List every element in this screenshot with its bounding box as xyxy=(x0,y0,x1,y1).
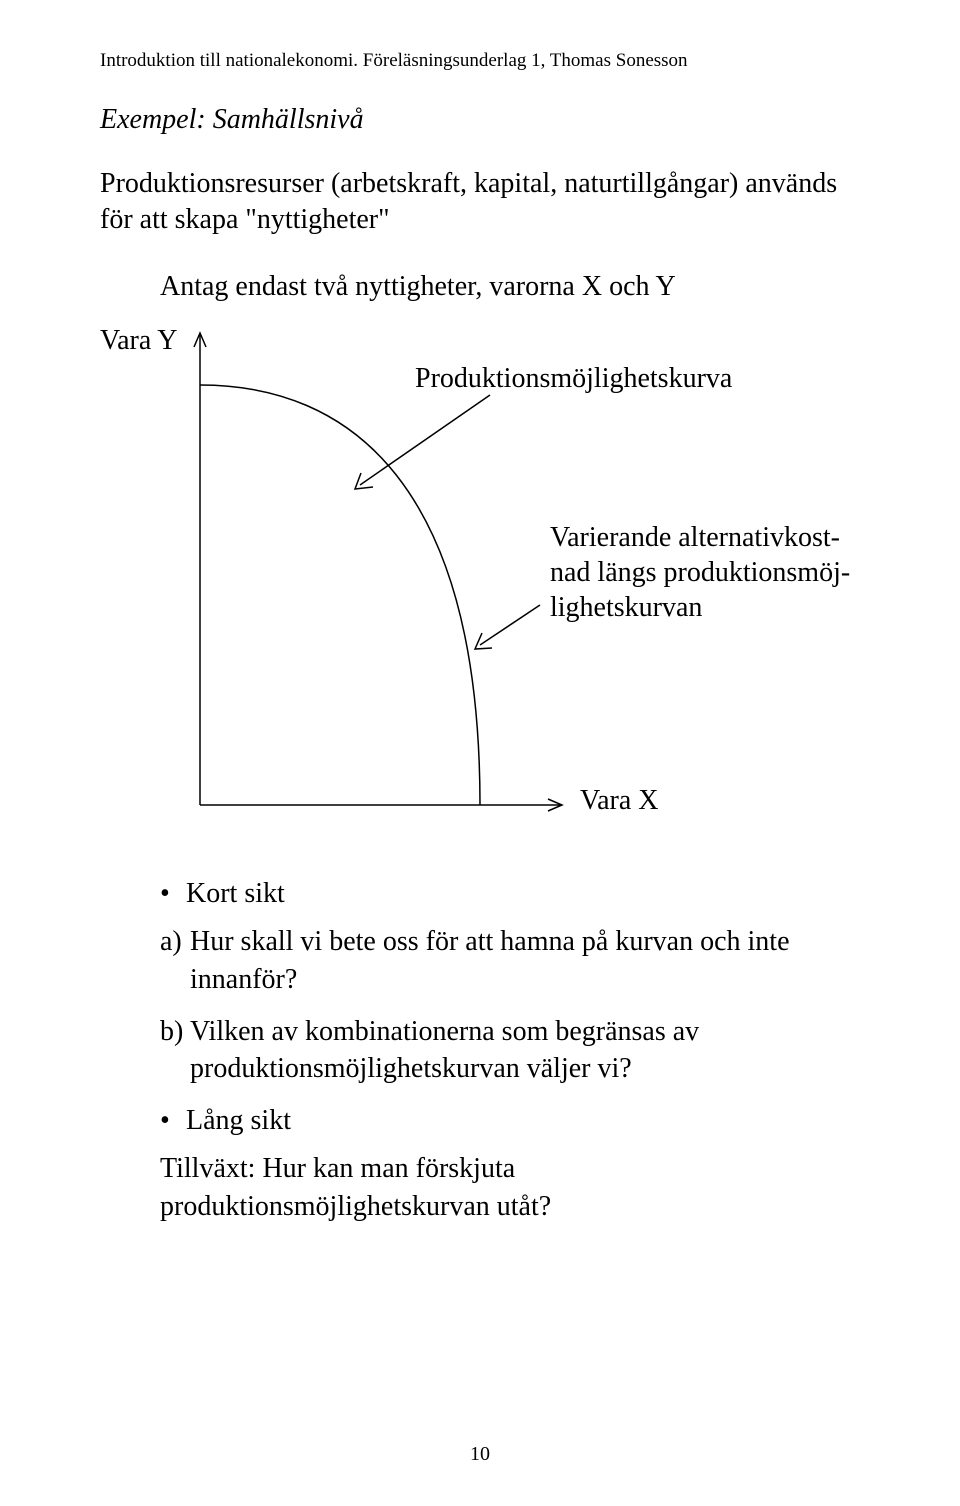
curve-note-line-3: lighetskurvan xyxy=(550,590,850,625)
bullet-dot-icon: • xyxy=(160,1102,186,1140)
curve-note: Varierande alternativkost- nad längs pro… xyxy=(550,520,850,625)
bullet-2-text: Lång sikt xyxy=(186,1102,846,1140)
sublist-item-b: b)Vilken av kombinationerna som begränsa… xyxy=(160,1013,860,1089)
sublist-1: a)Hur skall vi bete oss för att hamna på… xyxy=(160,923,860,1088)
paragraph-1: Produktionsresurser (arbetskraft, kapita… xyxy=(100,166,860,239)
header-line: Introduktion till nationalekonomi. Förel… xyxy=(100,50,860,72)
sub-2-text: Tillväxt: Hur kan man förskjuta produkti… xyxy=(160,1150,820,1226)
bullet-dot-icon: • xyxy=(160,875,186,913)
page-number: 10 xyxy=(0,1443,960,1466)
section-heading: Exempel: Samhällsnivå xyxy=(100,104,860,136)
bullet-list: •Kort sikt a)Hur skall vi bete oss för a… xyxy=(160,875,860,1225)
bullet-item-1: •Kort sikt a)Hur skall vi bete oss för a… xyxy=(160,875,860,1088)
sub-marker-a: a) xyxy=(160,923,190,961)
bullet-1-text: Kort sikt xyxy=(186,875,846,913)
sublist-item-2-sub: Tillväxt: Hur kan man förskjuta produkti… xyxy=(160,1150,860,1226)
sub-b-text: Vilken av kombinationerna som begränsas … xyxy=(190,1013,820,1089)
bullet-item-2: •Lång sikt Tillväxt: Hur kan man förskju… xyxy=(160,1102,860,1225)
curve-note-line-2: nad längs produktionsmöj- xyxy=(550,555,850,590)
sub-a-text: Hur skall vi bete oss för att hamna på k… xyxy=(190,923,820,999)
sub-marker-b: b) xyxy=(160,1013,190,1051)
curve-note-line-1: Varierande alternativkost- xyxy=(550,520,850,555)
curve-label: Produktionsmöjlighetskurva xyxy=(415,363,732,395)
x-axis-label: Vara X xyxy=(580,785,659,817)
ppf-chart: Vara Y Produktionsmöjlighetskurva Varier… xyxy=(100,325,860,845)
sublist-item-a: a)Hur skall vi bete oss för att hamna på… xyxy=(160,923,860,999)
sublist-2: Tillväxt: Hur kan man förskjuta produkti… xyxy=(160,1150,860,1226)
paragraph-2: Antag endast två nyttigheter, varorna X … xyxy=(160,269,860,305)
